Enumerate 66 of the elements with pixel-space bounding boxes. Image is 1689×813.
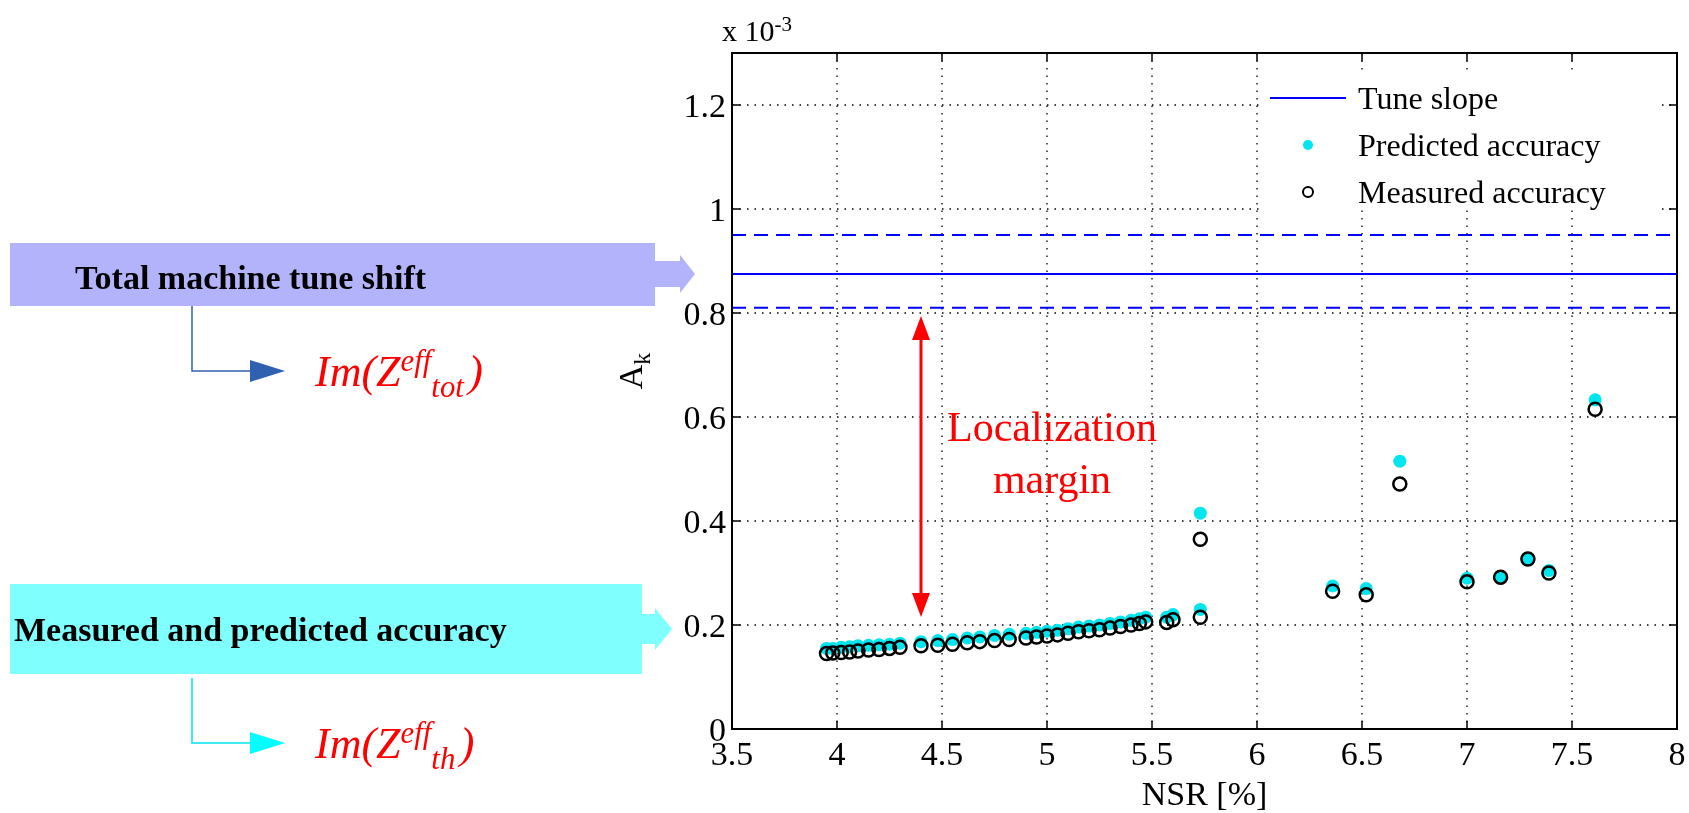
point bbox=[972, 633, 988, 650]
point bbox=[850, 643, 866, 659]
x-tick-label: 6.5 bbox=[1340, 735, 1384, 772]
point bbox=[1123, 617, 1139, 633]
y-tick-label: 1.2 bbox=[683, 87, 726, 124]
point bbox=[1137, 614, 1154, 630]
point bbox=[1081, 622, 1097, 639]
point bbox=[1112, 618, 1129, 635]
point bbox=[818, 645, 835, 662]
x-tick-label: 4 bbox=[828, 735, 846, 772]
legend-label: Predicted accuracy bbox=[1358, 127, 1601, 163]
point bbox=[1393, 454, 1407, 468]
point bbox=[841, 644, 858, 660]
point bbox=[825, 645, 841, 661]
point bbox=[860, 642, 877, 658]
point bbox=[1060, 625, 1076, 642]
point bbox=[1091, 621, 1108, 638]
point bbox=[1028, 629, 1045, 645]
point bbox=[1165, 612, 1181, 628]
point bbox=[1018, 630, 1034, 646]
point bbox=[1324, 583, 1341, 599]
point bbox=[1131, 615, 1148, 632]
x-tick-label: 4.5 bbox=[920, 735, 964, 772]
text: Measured and predicted accuracy bbox=[14, 611, 507, 648]
y-tick-label: 1 bbox=[709, 191, 726, 228]
point bbox=[1193, 506, 1207, 520]
text: Total machine tune shift bbox=[75, 259, 427, 296]
text: Im(Z$^{eff}$$_{th}$) bbox=[314, 715, 475, 776]
y-tick-label: 0.4 bbox=[683, 503, 726, 540]
x-tick-label: 5.5 bbox=[1130, 735, 1174, 772]
point bbox=[1158, 614, 1175, 631]
point bbox=[833, 644, 849, 661]
point bbox=[1587, 401, 1603, 417]
y-tick-label: 0.6 bbox=[683, 399, 726, 436]
point bbox=[1039, 628, 1055, 644]
annotation: Localization margin bbox=[947, 404, 1157, 502]
x-tick-label: 5 bbox=[1038, 735, 1056, 772]
point bbox=[1192, 609, 1209, 625]
point bbox=[881, 640, 898, 657]
point bbox=[1001, 631, 1017, 648]
point bbox=[1049, 627, 1066, 643]
point bbox=[930, 637, 946, 654]
point bbox=[892, 639, 908, 656]
point bbox=[1070, 624, 1087, 640]
point bbox=[871, 641, 887, 658]
text: x 10$^{-3}$ bbox=[722, 11, 792, 47]
point bbox=[913, 638, 929, 654]
legend-label: Tune slope bbox=[1358, 80, 1499, 116]
legend-label: Measured accuracy bbox=[1358, 174, 1606, 210]
point bbox=[1459, 574, 1475, 590]
x-tick-label: 6 bbox=[1248, 735, 1266, 772]
point bbox=[986, 632, 1003, 649]
point bbox=[1102, 620, 1118, 636]
x-axis-title: NSR [%] bbox=[1141, 775, 1268, 812]
x-tick-label: 7.5 bbox=[1550, 735, 1594, 772]
x-tick-label: 7 bbox=[1458, 735, 1476, 772]
y-tick-label: 0.8 bbox=[683, 295, 726, 332]
point bbox=[1392, 476, 1408, 492]
point bbox=[1358, 587, 1374, 603]
y-tick-label: 0.2 bbox=[683, 607, 726, 644]
point bbox=[1192, 531, 1209, 547]
x-tick-label: 8 bbox=[1668, 735, 1686, 772]
point bbox=[959, 634, 975, 651]
text: Im(Z$^{eff}$$_{tot}$) bbox=[314, 343, 483, 404]
point bbox=[1541, 565, 1557, 581]
point bbox=[944, 636, 961, 652]
